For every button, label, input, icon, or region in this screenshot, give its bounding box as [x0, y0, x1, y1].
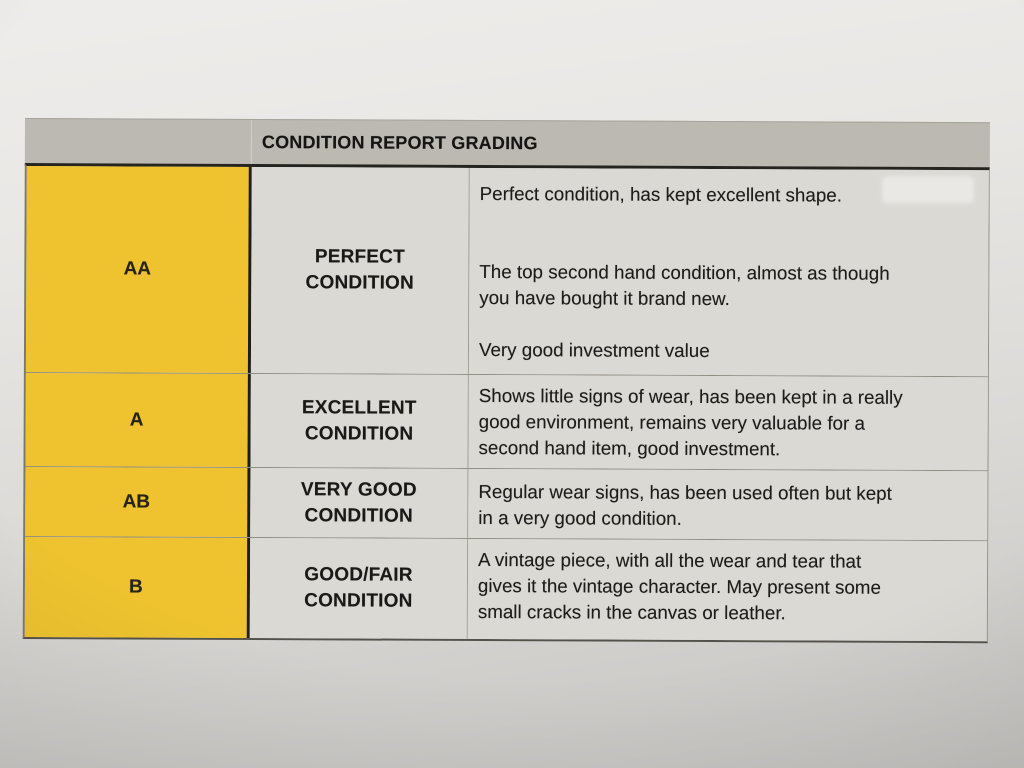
- condition-description: A vintage piece, with all the wear and t…: [467, 538, 988, 642]
- condition-description: Shows little signs of wear, has been kep…: [468, 374, 988, 471]
- condition-grading-table: CONDITION REPORT GRADING AA PERFECT COND…: [22, 118, 990, 644]
- table-header-row: CONDITION REPORT GRADING: [24, 118, 990, 168]
- table-row-ab: AB VERY GOOD CONDITION Regular wear sign…: [25, 466, 988, 541]
- table-row-a: A EXCELLENT CONDITION Shows little signs…: [25, 372, 988, 471]
- grade-code: AA: [25, 166, 252, 373]
- grade-code: B: [24, 537, 251, 638]
- table-row-b: B GOOD/FAIR CONDITION A vintage piece, w…: [24, 536, 988, 642]
- condition-name: GOOD/FAIR CONDITION: [249, 537, 469, 639]
- condition-description: Regular wear signs, has been used often …: [468, 468, 988, 541]
- grade-code: AB: [25, 467, 251, 537]
- condition-name: VERY GOOD CONDITION: [250, 467, 469, 538]
- condition-name: PERFECT CONDITION: [250, 166, 470, 374]
- correction-smudge-artifact: [882, 176, 974, 203]
- table-row-aa: AA PERFECT CONDITION Perfect condition, …: [25, 166, 989, 377]
- grade-code: A: [25, 373, 251, 467]
- table-body: AA PERFECT CONDITION Perfect condition, …: [22, 162, 990, 644]
- condition-name: EXCELLENT CONDITION: [250, 373, 469, 468]
- table-title: CONDITION REPORT GRADING: [261, 132, 538, 154]
- header-spacer-cell: [24, 118, 252, 164]
